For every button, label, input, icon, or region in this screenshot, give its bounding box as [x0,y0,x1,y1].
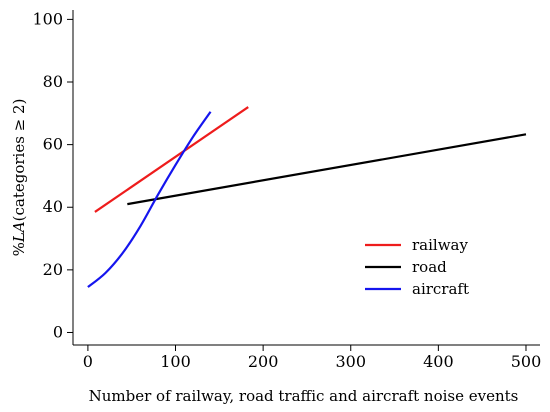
series-line-aircraft [87,111,212,288]
y-tick-label: 60 [43,135,63,154]
x-tick-label: 0 [83,352,93,371]
y-axis-title-suffix: (categories ≥ 2) [10,99,28,222]
legend-label-railway: railway [412,236,468,254]
y-tick-label: 80 [43,72,63,91]
axes: 0 100 200 300 400 500 0 20 40 60 80 100 [32,9,541,371]
y-axis-title-prefix: % [10,242,28,256]
y-tick-label: 0 [53,322,63,341]
legend-label-aircraft: aircraft [412,280,469,298]
legend-label-road: road [412,258,447,276]
y-tick-label: 40 [43,197,63,216]
x-tick-label: 500 [511,352,542,371]
y-tick-label: 100 [32,9,63,28]
x-tick-label: 400 [423,352,454,371]
series-line-railway [94,106,249,213]
plot-series [87,106,527,288]
x-tick-label: 300 [335,352,366,371]
y-tick-label: 20 [43,260,63,279]
x-axis-title: Number of railway, road traffic and airc… [89,387,519,405]
series-line-road [127,133,527,206]
x-tick-label: 100 [160,352,191,371]
y-axis-title: %LA(categories ≥ 2) [10,99,28,257]
x-tick-label: 200 [248,352,279,371]
y-axis-title-italic: LA [10,221,28,243]
legend: railway road aircraft [365,236,469,298]
